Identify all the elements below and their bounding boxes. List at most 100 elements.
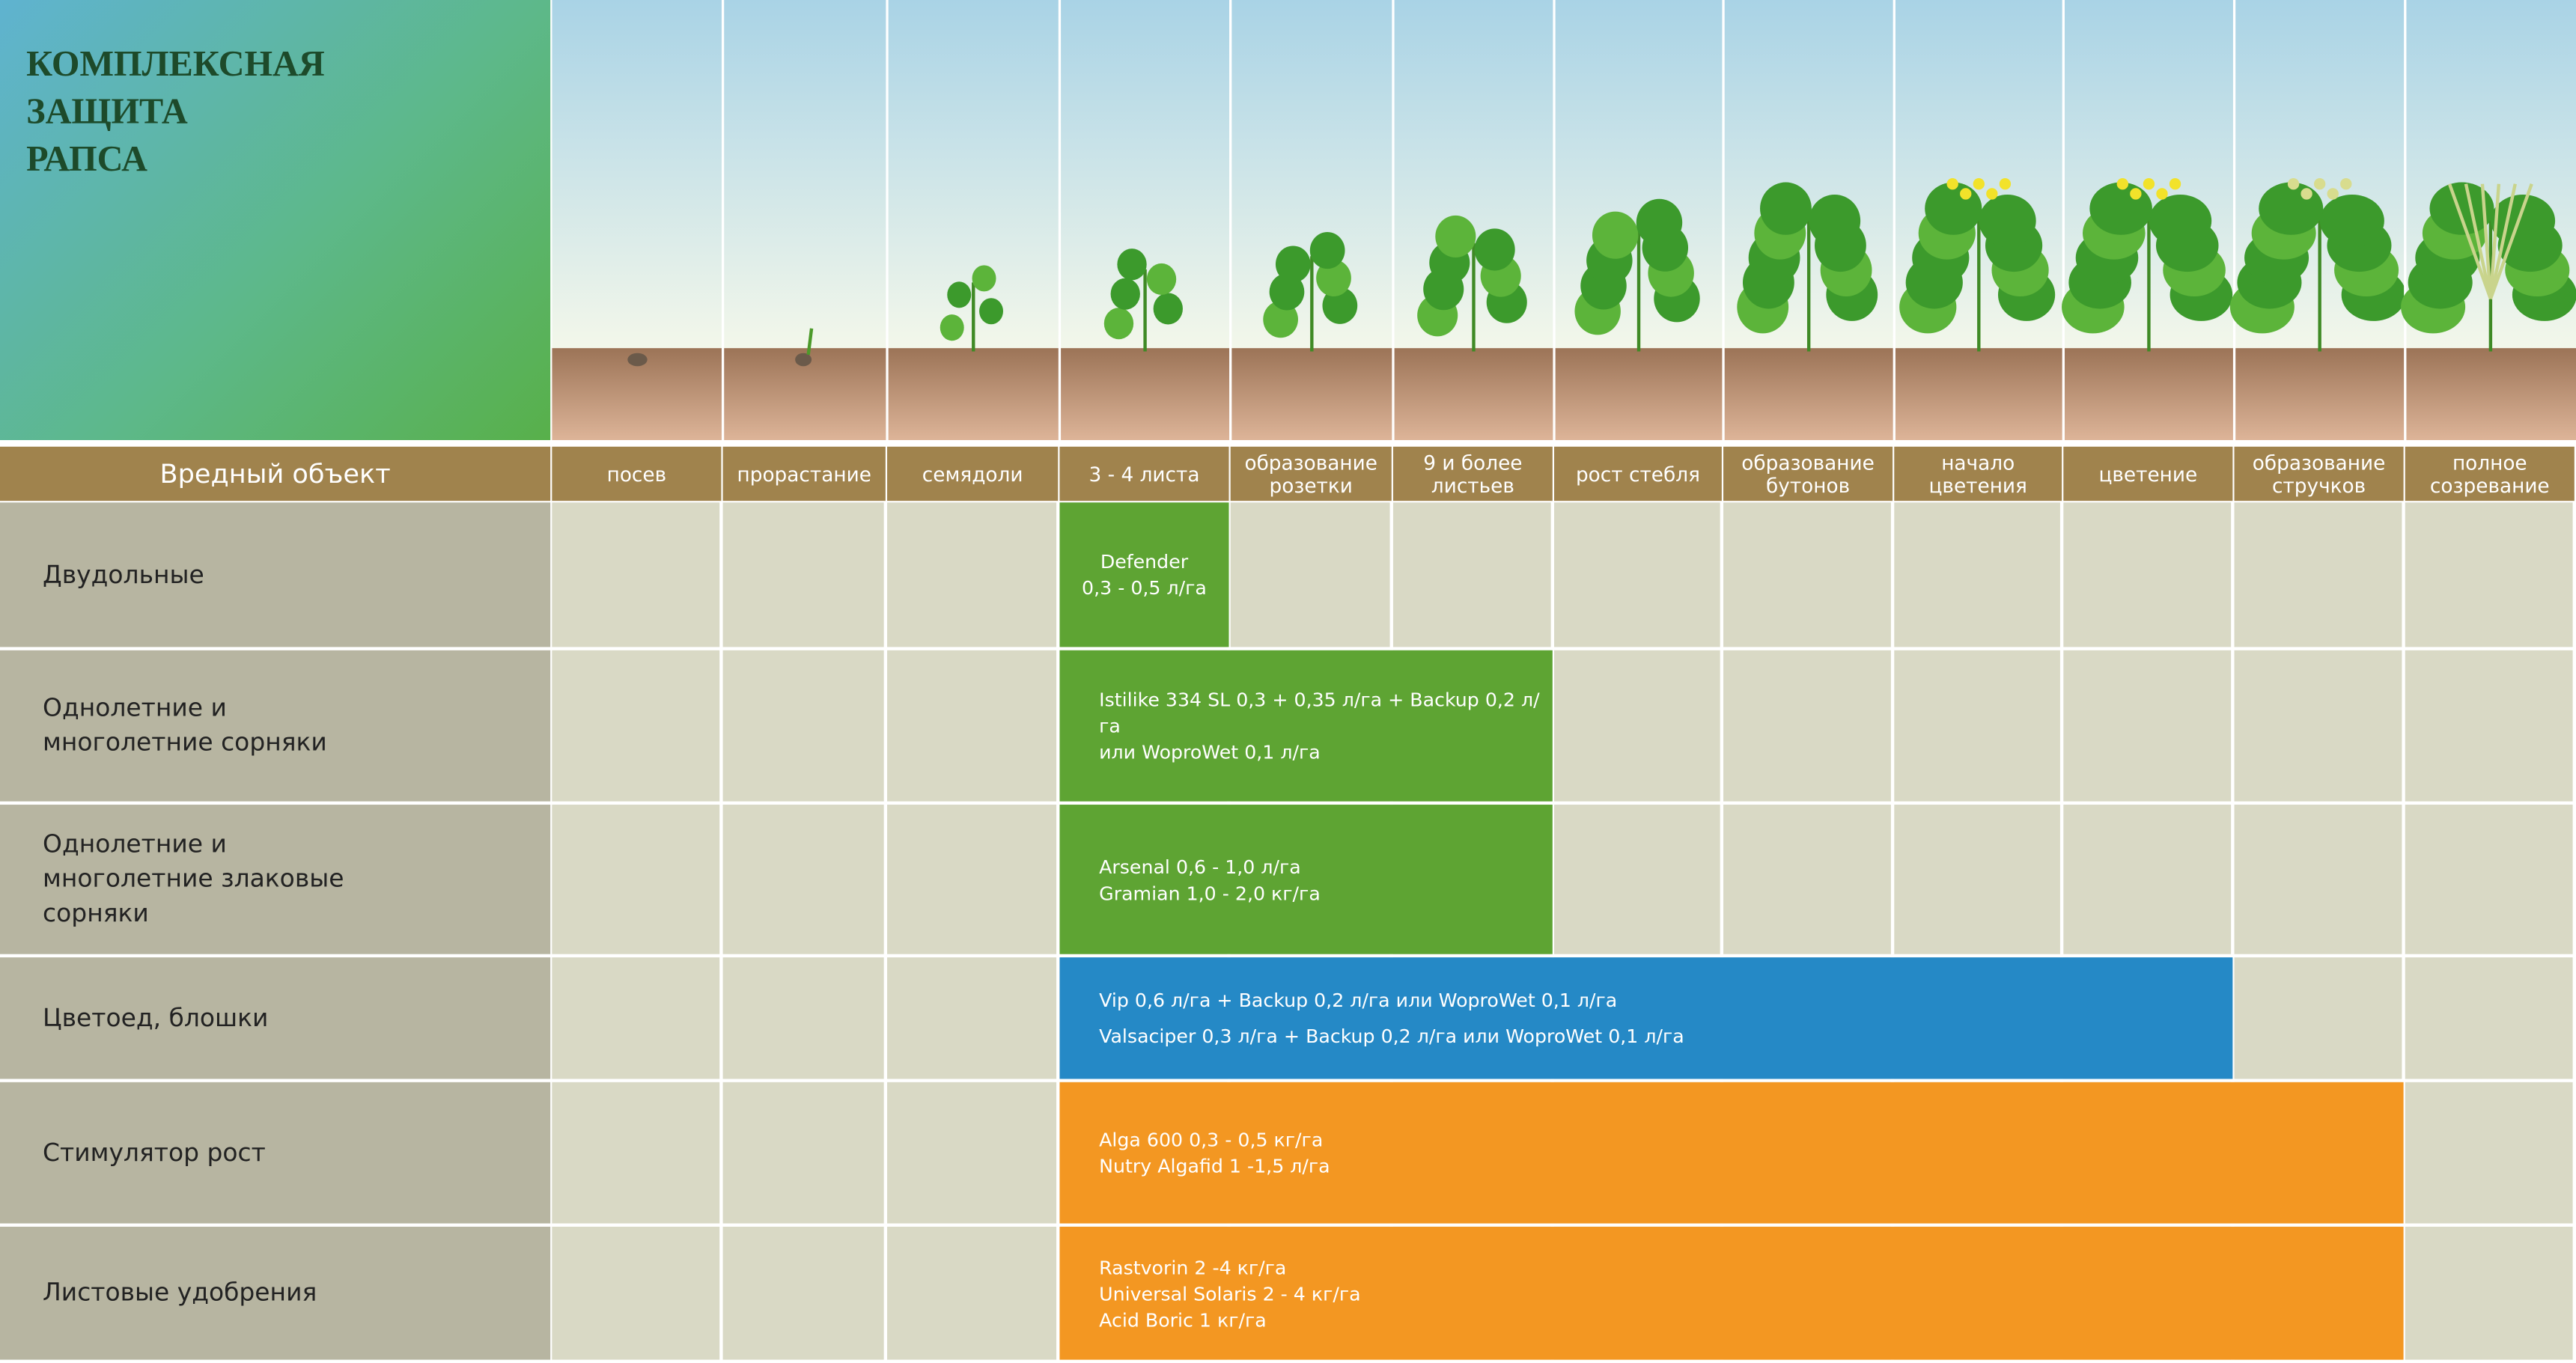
growth-illustration [552,0,2576,440]
treatment-line: Universal Solaris 2 - 4 кг/га [1099,1281,1361,1305]
flower [2340,178,2352,190]
cell [552,502,720,647]
cell [887,502,1057,647]
cell [2234,957,2402,1079]
pod [2464,183,2493,299]
cell [552,1082,720,1224]
cell [2063,650,2232,802]
leaf [1117,248,1147,281]
leaf [2429,182,2494,235]
stage-label: посев [552,446,722,501]
flower [1973,178,1985,190]
cell [1230,502,1390,647]
treatment: Rastvorin 2 -4 кг/га Universal Solaris 2 … [1059,1226,2404,1360]
cell [2405,1226,2573,1360]
cell [2405,957,2573,1079]
flower [1960,188,1972,200]
cell [1723,502,1891,647]
cell [2234,805,2402,954]
leaf [1979,194,2036,248]
sprout [806,328,814,356]
cell [2234,502,2402,647]
cell [887,957,1057,1079]
leaf [1316,259,1351,297]
title-line: РАПСА [26,138,147,180]
stage-label: полное созревание [2405,446,2575,501]
leaf [1636,198,1683,246]
stage-label: рост стебля [1554,446,1722,501]
cell [2405,1082,2573,1224]
leaf [1925,182,1982,235]
pod [2480,183,2493,299]
treatment-line: Istilike 334 SL 0,3 + 0,35 л/га + Backup… [1099,688,1540,738]
leaf [1809,194,1861,248]
cell [1723,805,1891,954]
cell [552,957,720,1079]
treatment-line: Acid Boric 1 кг/га [1099,1308,1267,1332]
cell [722,1082,884,1224]
flower [2169,178,2181,190]
leaf [1322,287,1358,324]
cell [887,1226,1057,1360]
leaf [1263,301,1298,338]
leaf [2149,194,2212,248]
plants [627,0,2576,440]
treatment-line: Vip 0,6 л/га + Backup 0,2 л/га или Wopro… [1099,988,1618,1012]
leaf [972,265,996,292]
treatment-line: Arsenal 0,6 - 1,0 л/га [1099,854,1301,878]
stage-label: начало цветения [1894,446,2062,501]
flower [2116,178,2129,190]
leaf [1146,263,1177,296]
cell [2063,805,2232,954]
leaf [1103,308,1134,340]
flower [2156,188,2168,200]
leaf [1275,246,1311,283]
cell [552,650,720,802]
leaf [2089,182,2152,235]
cell [1894,650,2060,802]
treatment-line: Nutry Algafid 1 -1,5 л/га [1099,1154,1330,1178]
leaf [2319,194,2384,248]
row-label: Однолетние и многолетние злаковые сорняк… [0,805,551,954]
cell [2405,805,2573,954]
row-label: Однолетние и многолетние сорняки [0,650,551,802]
row-label: Листовые удобрения [0,1226,551,1360]
flower [2313,178,2326,190]
cell [2063,502,2232,647]
treatment-line: или WoproWet 0,1 л/га [1099,740,1321,764]
seed [627,353,648,367]
treatment: Defender 0,3 - 0,5 л/га [1059,502,1229,647]
cell [722,957,884,1079]
stage-label: образование розетки [1230,446,1392,501]
seed [795,353,812,367]
leaf [1592,211,1639,259]
treatment-line: Gramian 1,0 - 2,0 кг/га [1099,881,1321,904]
pod [2488,183,2517,299]
cell [1894,502,2060,647]
cell [722,650,884,802]
treatment-line: Defender [1100,549,1189,573]
header-cell: Вредный объект [0,446,551,501]
soil [552,348,2576,440]
stage-label: образование стручков [2234,446,2404,501]
cell [2405,502,2573,647]
cell [1554,650,1720,802]
pod [2447,183,2492,300]
cell [722,1226,884,1360]
leaf [947,281,972,308]
row-label: Цветоед, блошки [0,957,551,1079]
cell [887,650,1057,802]
flower [2301,188,2312,200]
flower [1999,178,2012,190]
cell [552,805,720,954]
stage-label: прорастание [722,446,886,501]
stage-label: 3 - 4 листа [1059,446,1229,501]
cell [887,805,1057,954]
cell [1554,502,1720,647]
cell [1894,805,2060,954]
flower [2143,178,2155,190]
flower [1946,178,1958,190]
